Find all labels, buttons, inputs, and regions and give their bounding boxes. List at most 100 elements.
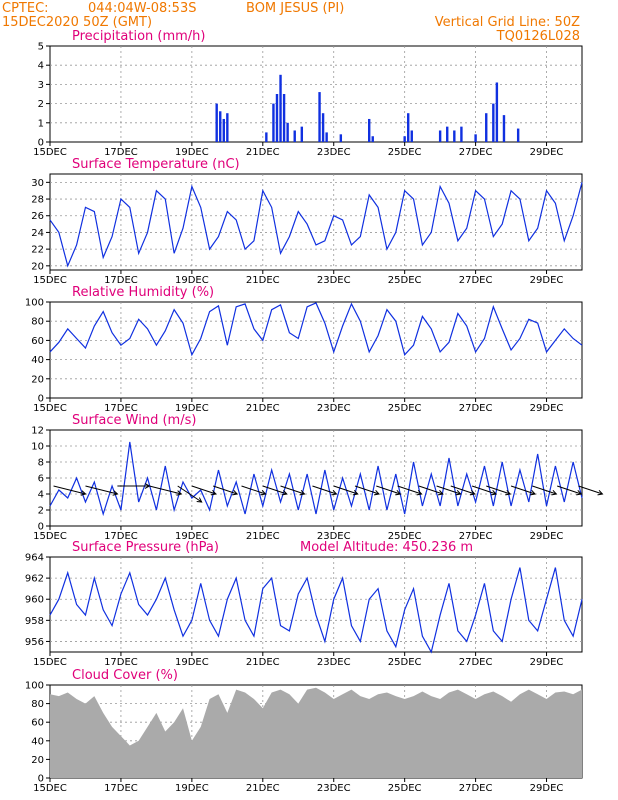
wind-ytick-label: 8	[38, 458, 44, 469]
precip-bar	[410, 130, 413, 142]
wind-vector-head	[374, 489, 381, 496]
wind-vector-head	[352, 489, 359, 496]
wind-vector	[354, 485, 380, 495]
cloud-xtick-label: 27DEC	[459, 783, 493, 794]
temp-xtick-label: 25DEC	[388, 275, 422, 286]
precip-bar	[215, 103, 218, 142]
pressure-frame	[49, 556, 583, 653]
wind-vector	[262, 485, 287, 495]
wind-vector	[333, 485, 358, 495]
wind-vector	[191, 485, 217, 495]
precip-xtick-label: 21DEC	[246, 147, 280, 158]
temp-xtick-label: 27DEC	[459, 275, 493, 286]
precip-frame	[49, 45, 583, 143]
header-location-coords: 044:04W-08:53S	[88, 1, 196, 16]
wind-vector-head	[112, 490, 119, 496]
cloud-xtick-label: 15DEC	[33, 783, 67, 794]
pressure-xtick-label: 15DEC	[33, 657, 67, 668]
wind-vector-head	[597, 489, 604, 496]
temp-ytick-label: 22	[31, 245, 44, 256]
precip-ytick-label: 2	[38, 99, 44, 110]
precip-bar	[286, 122, 289, 142]
precip-ytick-label: 4	[38, 61, 44, 72]
temp-frame	[49, 173, 583, 271]
cloud-xtick-label: 25DEC	[388, 783, 422, 794]
panel-title-precipitation: Precipitation (mm/h)	[72, 29, 205, 44]
precip-bar	[339, 134, 343, 142]
wind-vector-head	[469, 489, 476, 496]
panel-title-pressure: Surface Pressure (hPa)	[72, 540, 219, 555]
precip-bar	[368, 118, 371, 142]
rh-ytick-label: 100	[25, 298, 44, 309]
pressure-xtick-label: 23DEC	[317, 657, 351, 668]
wind-ytick-label: 10	[31, 442, 44, 453]
rh-xtick-label: 29DEC	[530, 403, 564, 414]
precip-bar	[279, 74, 282, 142]
precip-bar	[438, 130, 442, 142]
temp-ytick-label: 20	[31, 261, 44, 272]
rh-xtick-label: 25DEC	[388, 403, 422, 414]
wind-vector-head	[530, 489, 537, 496]
temp-line	[49, 182, 583, 268]
precip-bar	[453, 130, 456, 142]
pressure-ytick-label: 960	[25, 595, 44, 606]
wind-vector-head	[281, 489, 288, 496]
pressure-ytick-label: 956	[25, 637, 44, 648]
pressure-ytick-label: 958	[25, 616, 44, 627]
wind-vector-head	[437, 489, 444, 496]
header-location-name: BOM JESUS (PI)	[246, 1, 344, 16]
model-altitude: Model Altitude: 450.236 m	[300, 540, 473, 555]
wind-vector-head	[196, 497, 203, 503]
cloud-ytick-label: 100	[25, 681, 44, 692]
wind-vector-head	[491, 489, 498, 496]
wind-vector	[85, 485, 118, 495]
rh-ytick-label: 60	[31, 336, 44, 347]
cloud-ytick-label: 0	[38, 774, 44, 785]
precip-bar	[282, 94, 286, 142]
wind-vector-head	[576, 489, 583, 496]
wind-vector-head	[505, 489, 512, 496]
header-grid-note: Vertical Grid Line: 50Z	[435, 15, 580, 30]
temp-xtick-label: 29DEC	[530, 275, 564, 286]
precip-bar	[272, 103, 275, 142]
cloud-xtick-label: 23DEC	[317, 783, 351, 794]
wind-vector	[578, 485, 603, 495]
precip-bar	[265, 132, 268, 142]
cloud-ytick-label: 80	[31, 699, 44, 710]
panel-title-temperature: Surface Temperature (nC)	[72, 157, 240, 172]
wind-vector	[510, 485, 536, 495]
header-issue-time: 15DEC2020 50Z (GMT)	[2, 15, 152, 30]
wind-xtick-label: 29DEC	[530, 531, 564, 542]
precip-bar	[300, 126, 304, 142]
precip-xtick-label: 27DEC	[459, 147, 493, 158]
wind-ytick-label: 0	[38, 522, 44, 533]
precip-bar	[474, 134, 477, 142]
wind-ytick-label: 2	[38, 506, 44, 517]
wind-ytick-label: 6	[38, 474, 44, 485]
rh-ytick-label: 80	[31, 317, 44, 328]
precip-xtick-label: 23DEC	[317, 147, 351, 158]
panel-title-humidity: Relative Humidity (%)	[72, 285, 214, 300]
wind-vector	[53, 485, 86, 495]
precip-xtick-label: 17DEC	[104, 147, 138, 158]
precip-bar	[492, 103, 495, 142]
wind-vector	[312, 485, 337, 495]
precip-ytick-label: 5	[38, 42, 44, 53]
cloud-xtick-label: 21DEC	[246, 783, 280, 794]
wind-vector-head	[210, 489, 217, 496]
wind-ytick-label: 4	[38, 490, 44, 501]
precip-bar	[407, 113, 410, 142]
temp-xtick-label: 23DEC	[317, 275, 351, 286]
pressure-line	[49, 567, 583, 654]
cloud-ytick-label: 20	[31, 755, 44, 766]
wind-vector	[397, 485, 422, 495]
precip-xtick-label: 29DEC	[530, 147, 564, 158]
precip-bar	[275, 94, 279, 142]
pressure-xtick-label: 27DEC	[459, 657, 493, 668]
cloud-area	[50, 687, 582, 778]
pressure-ytick-label: 962	[25, 574, 44, 585]
pressure-xtick-label: 17DEC	[104, 657, 138, 668]
wind-vector-head	[551, 489, 558, 496]
temp-ytick-label: 30	[31, 178, 44, 189]
wind-vector	[177, 485, 202, 503]
